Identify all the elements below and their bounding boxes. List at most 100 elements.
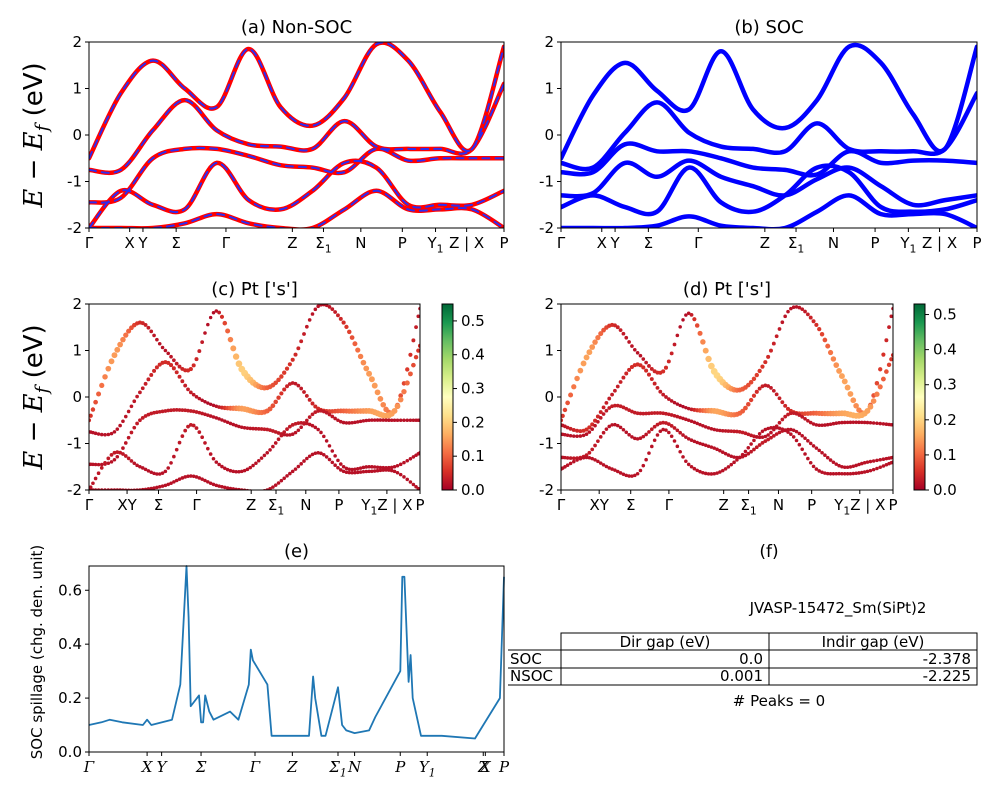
panel-d-point-0-87	[805, 312, 810, 317]
panel-c-point-0-9	[111, 352, 118, 359]
panel-d-point-4-36	[661, 427, 665, 432]
panel-c-point-3-103	[378, 465, 383, 470]
panel-c-colorbar-label-3: 0.3	[461, 380, 485, 398]
panel-d-point-2-90	[814, 423, 819, 427]
panel-c-colorbar-label-4: 0.4	[461, 346, 485, 364]
panel-c-point-3-76	[302, 421, 306, 425]
panel-c-point-1-38	[194, 394, 199, 399]
panel-d-point-1-68	[751, 393, 757, 398]
panel-c-point-0-85	[327, 305, 332, 309]
panel-d-point-3-41	[675, 428, 680, 433]
panel-d-xtick-label-2: Σ	[626, 496, 635, 514]
panel-c-point-4-24	[155, 485, 159, 490]
panel-c-point-4-26	[160, 484, 165, 488]
panel-d-point-2-111	[875, 421, 879, 426]
panel-c-point-0-96	[357, 353, 364, 360]
panel-c-point-0-7	[105, 365, 112, 372]
panel-d-point-3-70	[757, 443, 762, 447]
panel-c-point-3-16	[132, 461, 137, 466]
panel-c-point-2-77	[305, 418, 309, 423]
panel-c-point-0-12	[120, 336, 126, 343]
panel-c-point-4-87	[333, 463, 337, 467]
panel-c-point-3-73	[293, 421, 298, 426]
panel-c-point-2-103	[378, 418, 383, 422]
panel-d-point-0-9	[583, 354, 590, 361]
panel-d-point-4-93	[823, 471, 827, 475]
panel-d-point-3-17	[607, 424, 612, 429]
panel-c-point-1-42	[206, 401, 210, 405]
panel-d-point-2-54	[712, 427, 717, 432]
panel-c-point-0-31	[174, 361, 179, 366]
panel-d-point-3-57	[720, 450, 725, 454]
panel-c-point-4-91	[344, 470, 349, 474]
panel-c-point-4-20	[143, 487, 148, 490]
panel-d-point-2-78	[780, 417, 785, 422]
panel-d-point-3-81	[789, 427, 793, 432]
panel-d-point-3-101	[845, 465, 850, 470]
panel-c-point-4-44	[211, 482, 216, 487]
panel-b-band-line-0-4	[561, 163, 977, 217]
panel-d-xtick-label-5: Σ1	[740, 496, 756, 518]
panel-c-point-1-69	[282, 387, 287, 392]
panel-d-point-3-42	[678, 430, 682, 435]
panel-d-point-3-77	[777, 430, 782, 435]
panel-c-point-4-56	[245, 488, 250, 490]
panel-d-point-4-70	[757, 432, 762, 436]
panel-e-xtick-label-12: P	[498, 758, 510, 776]
panel-d-point-0-90	[814, 322, 819, 327]
panel-c-point-0-92	[347, 329, 352, 335]
panel-d-point-4-69	[755, 435, 759, 439]
panel-c-point-3-30	[172, 454, 176, 459]
panel-d-point-4-98	[837, 471, 841, 476]
panel-d-point-2-80	[786, 412, 790, 417]
panel-c-point-1-13	[123, 414, 128, 419]
panel-e-xtick-label-2: Y	[157, 758, 169, 776]
panel-c-point-4-30	[172, 480, 176, 484]
panel-b-xtick-label-2: Y	[609, 234, 620, 252]
panel-d-point-3-5	[571, 456, 576, 461]
panel-d-point-2-95	[828, 422, 833, 426]
panel-c-point-2-99	[367, 418, 371, 423]
panel-c-point-1-70	[285, 384, 289, 389]
panel-c-point-0-67	[276, 377, 281, 383]
panel-c-point-2-70	[285, 433, 289, 437]
panel-c-point-4-52	[234, 487, 238, 490]
panel-c-point-2-8	[109, 460, 114, 464]
panel-c-point-2-20	[143, 414, 148, 418]
panel-c-point-3-114	[411, 455, 416, 459]
panel-d-point-2-74	[769, 430, 773, 435]
panel-c-point-4-22	[149, 486, 154, 490]
panel-d-point-0-116	[889, 314, 893, 319]
panel-d-point-4-85	[800, 447, 804, 452]
panel-d-point-2-40	[672, 413, 677, 418]
panel-c-point-4-81	[316, 451, 320, 455]
panel-d-point-3-102	[848, 465, 853, 469]
panel-d-point-0-47	[692, 317, 697, 322]
panel-d-point-2-102	[848, 420, 853, 425]
panel-d-point-4-46	[689, 464, 694, 469]
panel-c-point-4-75	[299, 462, 303, 466]
panel-d-point-2-45	[686, 418, 691, 423]
panel-c-point-3-40	[200, 435, 204, 440]
panel-c-point-4-65	[271, 485, 275, 489]
panel-d-ytick-label-1: -1	[539, 435, 554, 453]
panel-a-band-line-1-3	[89, 159, 504, 228]
panel-c-point-2-73	[293, 430, 298, 435]
panel-d-point-4-22	[621, 472, 626, 477]
panel-c-point-1-19	[140, 386, 145, 391]
panel-d-point-2-22	[621, 405, 626, 410]
panel-d-colorbar-label-2: 0.2	[933, 411, 957, 429]
panel-c-point-2-14	[126, 435, 131, 440]
panel-d-point-1-39	[669, 399, 674, 403]
panel-d-point-0-45	[686, 311, 691, 316]
panel-c-point-3-32	[177, 440, 182, 445]
panel-c-point-3-96	[358, 466, 363, 470]
panel-d-point-3-72	[763, 439, 768, 444]
panel-c-point-2-36	[188, 409, 193, 413]
panel-d-point-2-17	[607, 406, 612, 410]
panel-d-point-4-92	[820, 470, 824, 475]
panel-c-point-4-28	[166, 482, 170, 487]
panel-d-frame	[560, 303, 894, 491]
panel-c-point-2-71	[288, 433, 292, 437]
panel-d-point-3-80	[786, 427, 790, 432]
